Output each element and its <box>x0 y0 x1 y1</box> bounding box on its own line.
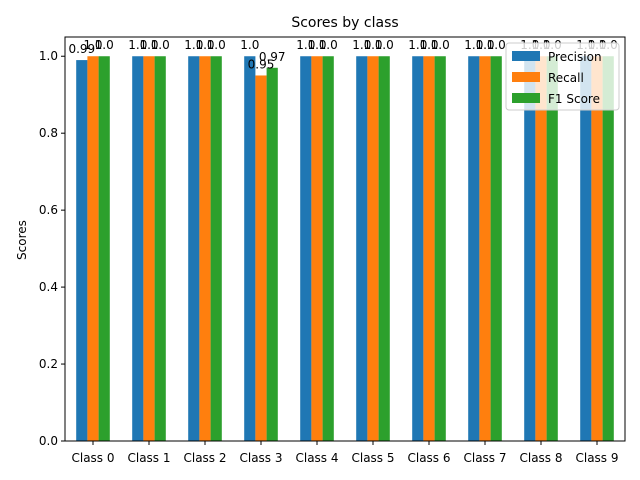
bar-f1-score-6 <box>434 56 446 441</box>
x-tick-label: Class 1 <box>127 451 170 465</box>
bar-f1-score-9 <box>602 56 614 441</box>
bar-f1-score-2 <box>210 56 222 441</box>
bar-recall-7 <box>479 56 491 441</box>
x-tick-label: Class 9 <box>575 451 618 465</box>
bar-precision-8 <box>524 56 536 441</box>
data-label: 1.0 <box>95 38 114 52</box>
chart-title: Scores by class <box>291 15 398 31</box>
bar-precision-6 <box>412 56 424 441</box>
x-tick-label: Class 5 <box>351 451 394 465</box>
data-label: 1.0 <box>319 38 338 52</box>
bar-recall-8 <box>535 56 547 441</box>
bar-precision-4 <box>300 56 312 441</box>
bar-f1-score-7 <box>490 56 502 441</box>
legend-label: F1 Score <box>548 92 600 106</box>
bar-recall-4 <box>311 56 323 441</box>
legend-swatch-precision <box>512 51 540 61</box>
y-tick-label: 0.2 <box>39 357 58 371</box>
y-tick-label: 0.4 <box>39 280 58 294</box>
x-tick-label: Class 0 <box>71 451 114 465</box>
data-label: 1.0 <box>184 38 203 52</box>
data-label: 1.0 <box>475 38 494 52</box>
bar-recall-0 <box>87 56 99 441</box>
bar-f1-score-8 <box>546 56 558 441</box>
bar-recall-6 <box>423 56 435 441</box>
bar-f1-score-1 <box>154 56 166 441</box>
x-tick-label: Class 2 <box>183 451 226 465</box>
data-label: 0.95 <box>248 57 275 71</box>
data-label: 1.0 <box>240 38 259 52</box>
data-label: 1.0 <box>352 38 371 52</box>
y-tick-label: 0.0 <box>39 434 58 448</box>
bar-precision-9 <box>580 56 592 441</box>
data-label: 1.0 <box>375 38 394 52</box>
data-label: 1.0 <box>128 38 147 52</box>
bar-precision-5 <box>356 56 368 441</box>
x-tick-label: Class 8 <box>519 451 562 465</box>
data-label: 0.99 <box>68 42 95 56</box>
y-axis: 0.0 0.2 0.4 0.6 0.8 1.0 <box>39 49 65 448</box>
x-tick-label: Class 4 <box>295 451 338 465</box>
y-tick-label: 0.6 <box>39 203 58 217</box>
bars-layer <box>76 56 614 442</box>
x-tick-label: Class 3 <box>239 451 282 465</box>
x-tick-label: Class 7 <box>463 451 506 465</box>
data-label: 1.0 <box>207 38 226 52</box>
x-axis: Class 0 Class 1 Class 2 Class 3 Class 4 Class… <box>71 441 619 465</box>
legend-label: Precision <box>548 50 602 64</box>
y-axis-label: Scores <box>15 220 29 260</box>
data-label: 1.0 <box>408 38 427 52</box>
data-label: 1.0 <box>487 38 506 52</box>
legend-label: Recall <box>548 71 584 85</box>
data-label: 1.0 <box>139 38 158 52</box>
bar-f1-score-0 <box>98 56 110 441</box>
bar-precision-3 <box>244 56 256 441</box>
data-label: 1.0 <box>83 38 102 52</box>
data-label: 0.97 <box>259 50 286 64</box>
x-tick-label: Class 6 <box>407 451 450 465</box>
bar-precision-1 <box>132 56 144 441</box>
bar-recall-2 <box>199 56 211 441</box>
bar-f1-score-4 <box>322 56 334 441</box>
bar-precision-0 <box>76 60 88 441</box>
bar-recall-5 <box>367 56 379 441</box>
bar-f1-score-3 <box>266 67 278 442</box>
data-label: 1.0 <box>151 38 170 52</box>
bar-recall-3 <box>255 75 267 441</box>
data-label: 1.0 <box>419 38 438 52</box>
data-label: 1.0 <box>464 38 483 52</box>
data-label: 1.0 <box>363 38 382 52</box>
data-label: 1.0 <box>431 38 450 52</box>
legend-swatch-recall <box>512 72 540 82</box>
data-label: 1.0 <box>195 38 214 52</box>
y-tick-label: 1.0 <box>39 49 58 63</box>
bar-precision-2 <box>188 56 200 441</box>
bar-recall-1 <box>143 56 155 441</box>
legend: Precision Recall F1 Score <box>505 42 620 111</box>
y-tick-label: 0.8 <box>39 126 58 140</box>
data-label: 1.0 <box>296 38 315 52</box>
bar-f1-score-5 <box>378 56 390 441</box>
bar-precision-7 <box>468 56 480 441</box>
legend-swatch-f1-score <box>512 93 540 103</box>
data-label: 1.0 <box>307 38 326 52</box>
plot-frame <box>64 36 626 442</box>
bar-recall-9 <box>591 56 603 441</box>
